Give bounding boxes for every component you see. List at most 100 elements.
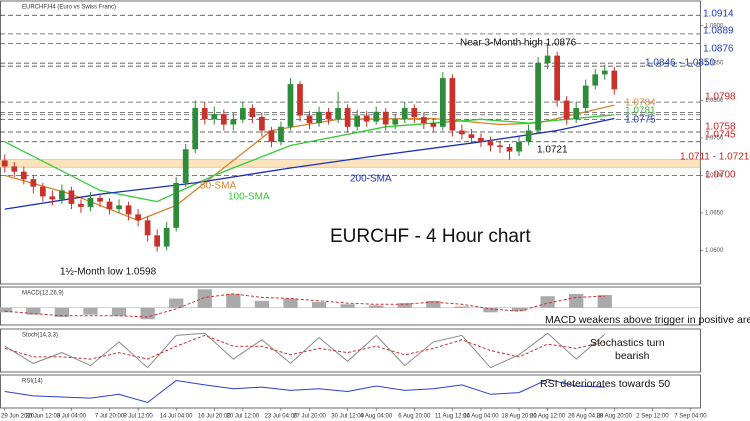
annotation: Near 3-Month high 1.0876 [460,38,577,49]
x-tick-label: 7 Jul 20:00 [95,414,125,420]
y-tick-label: 1.0850 [705,61,724,67]
candle-body [601,70,608,75]
panel-frame [0,286,701,326]
candle-body [163,227,170,247]
stoch-d [4,334,605,360]
x-tick-label: 18 Aug 20:00 [501,414,537,420]
candle-body [49,196,56,200]
annotation: 1.0721 [537,145,568,156]
macd-bar [197,289,212,308]
x-tick-label: 16 Jul 20:00 [198,414,231,420]
macd-bar [511,307,527,312]
signal-line [4,293,605,318]
x-tick-label: 27 Jul 20:00 [293,414,326,420]
candle-body [144,220,151,236]
candle-body [40,186,46,197]
x-tick-label: 26 Aug 04:00 [568,414,604,420]
x-tick-label: 30 Jul 12:00 [331,414,364,420]
candle-body [506,146,513,152]
macd-bar [26,307,41,315]
y-tick-label: 1.0600 [705,248,724,254]
level-label: 1.0889 [703,26,734,37]
candle-body [573,108,580,120]
candle-body [459,130,465,135]
annotation: RSI deteriorates towards 50 [540,378,670,390]
x-tick-label: 20 Jul 12:00 [227,414,260,420]
candle-body [106,201,113,210]
panel-header: MACD(12,26,9) [22,291,64,297]
x-tick-label: 28 Aug 20:00 [597,414,633,420]
annotation: bearish [615,350,650,362]
macd-bar [254,300,270,308]
candle-body [478,138,484,142]
level-label: 1.0775 [625,115,656,126]
candle-body [259,117,265,131]
level-label: 1.0700 [705,170,736,181]
candle-body [1,160,8,167]
candle-body [611,70,618,90]
x-tick-label: 4 Aug 04:00 [360,414,393,420]
x-tick-label: 7 Sep 04:00 [674,414,707,420]
candle-body [287,84,294,127]
level-label: 1.0784 [625,98,656,109]
y-tick-label: 1.0900 [705,23,724,29]
candle-body [525,130,532,142]
x-tick-label: 6 Aug 20:00 [398,414,431,420]
candle-body [125,205,132,215]
macd-bar [397,303,412,308]
candle-body [249,108,256,118]
level-band [0,159,701,168]
macd-bar [569,293,584,308]
x-tick-label: 14 Jul 04:00 [160,414,193,420]
x-tick-label: 23 Jul 04:00 [265,414,298,420]
candle-body [59,190,65,200]
candle-body [440,78,446,127]
candle-body [306,115,313,124]
macd-bar [0,307,12,313]
level-label: 1.0711 - 1.0721 [680,152,750,163]
x-tick-label: 3 Jul 04:00 [57,414,87,420]
macd-bar [540,296,555,308]
candle-body [487,141,494,146]
sma-label: 50-SMA [200,181,236,192]
candle-body [554,55,560,101]
candle-body [344,108,351,127]
candle-body [230,119,237,125]
candle-body [211,114,218,120]
candle-body [497,145,503,147]
candle-body [363,115,370,122]
candle-body [430,123,437,127]
sma-line [4,117,615,210]
macd-bar [169,298,184,308]
candle-body [78,203,84,207]
annotation: MACD weakens above trigger in positive a… [545,314,750,326]
macd-bar [83,307,98,315]
macd-bar [426,300,441,308]
level-label: 1.0745 [705,130,736,141]
candle-body [173,182,180,228]
y-tick-label: 1.0750 [705,136,724,142]
x-tick-label: 30 Jun 12:00 [26,414,61,420]
candle-body [192,108,199,150]
x-tick-label: 2 Sep 12:00 [636,414,669,420]
candle-body [392,119,399,125]
candle-body [154,235,160,247]
candle-body [87,197,94,207]
y-tick-label: 1.0700 [705,173,724,179]
candle-body [468,134,475,139]
panel-header: RSI(14) [22,379,43,385]
panel-frame [0,0,701,285]
candle-body [220,114,227,125]
rsi-line [4,378,605,404]
candle-body [516,141,522,152]
candle-body [97,197,103,202]
panel-frame [0,328,701,373]
candle-body [382,111,389,125]
candle-body [535,63,541,131]
level-label: 1.0758 [705,122,736,133]
level-label: 1.0876 [703,44,734,55]
candle-body [201,108,208,120]
macd-bar [311,301,327,308]
